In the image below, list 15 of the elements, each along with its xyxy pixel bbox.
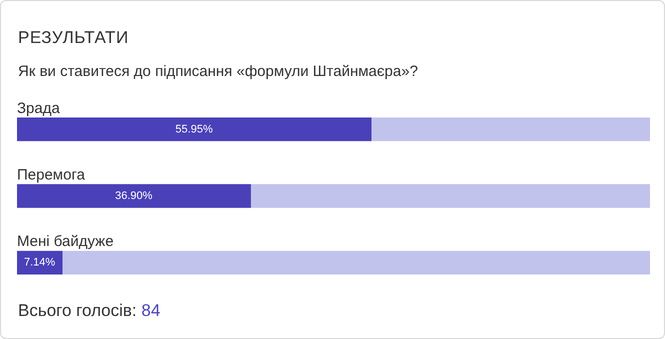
- chart-title: РЕЗУЛЬТАТИ: [18, 28, 129, 48]
- bar: [17, 184, 251, 208]
- bar: [17, 250, 63, 274]
- bar: [370, 118, 650, 142]
- text: Всього голосів: 84: [18, 301, 160, 321]
- y-tick-label: Перемога: [17, 166, 86, 184]
- data-label: 7.14%: [24, 256, 56, 269]
- y-tick-label: Мені байдуже: [17, 233, 114, 250]
- data-label: 55.95%: [175, 123, 213, 136]
- y-tick-label: Зрада: [17, 100, 60, 117]
- bar: [250, 184, 650, 208]
- bar: [62, 250, 650, 274]
- chart-subtitle: Як ви ставитеся до підписання «формули Штайнмаєра»?: [18, 63, 418, 80]
- bar: [17, 118, 372, 142]
- data-label: 36.90%: [115, 190, 153, 202]
